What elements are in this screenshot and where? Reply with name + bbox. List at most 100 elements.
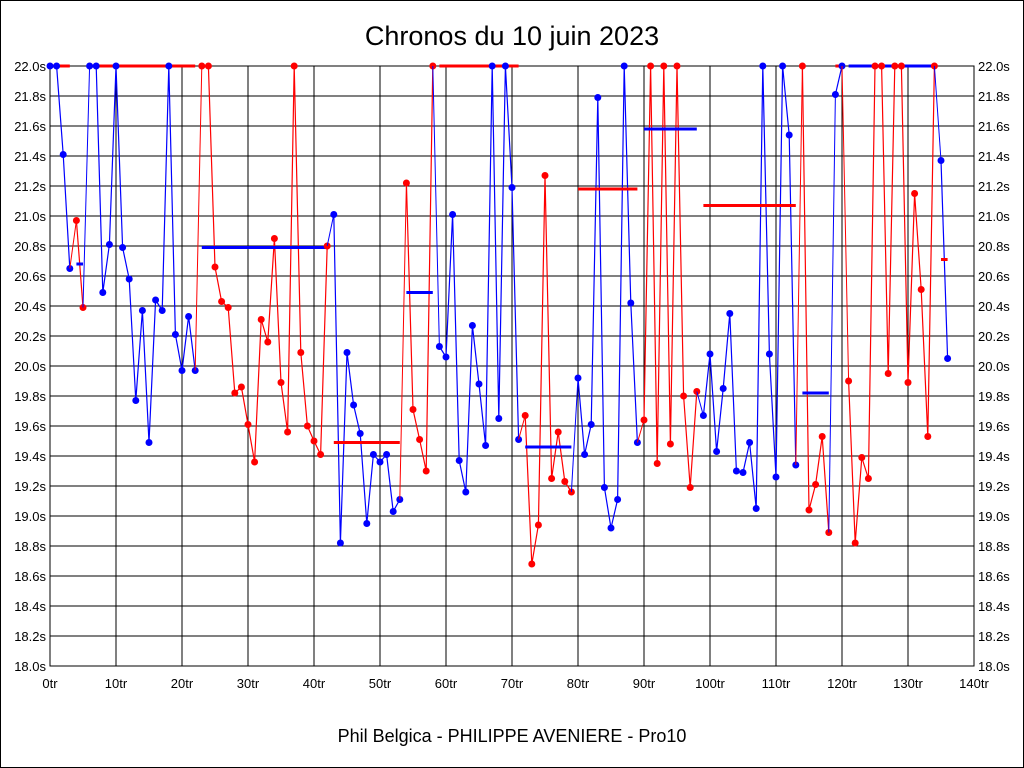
y-tick-label: 21.4s xyxy=(978,149,1010,164)
series-line-blue xyxy=(438,65,520,493)
y-tick-label: 20.2s xyxy=(14,329,46,344)
y-tick-label: 19.2s xyxy=(978,479,1010,494)
data-point xyxy=(317,451,325,458)
data-point xyxy=(878,62,886,70)
data-point xyxy=(297,349,305,356)
data-point xyxy=(165,62,173,70)
series-connector xyxy=(570,377,579,493)
data-point xyxy=(845,377,853,385)
data-point xyxy=(284,428,292,436)
data-point xyxy=(270,235,278,242)
data-point xyxy=(389,508,397,515)
data-point xyxy=(732,467,740,475)
data-point xyxy=(204,62,212,70)
data-point xyxy=(561,478,569,485)
data-point xyxy=(924,433,932,440)
data-point xyxy=(831,91,839,98)
series-line-red xyxy=(801,65,830,533)
y-tick-label: 20.8s xyxy=(14,239,46,254)
data-point xyxy=(53,62,61,70)
x-tick-label: 140tr xyxy=(959,676,989,691)
series-connector xyxy=(933,65,942,161)
y-tick-label: 19.0s xyxy=(978,509,1010,524)
data-point xyxy=(640,416,648,424)
data-point xyxy=(620,62,628,70)
stint-2 xyxy=(82,62,199,446)
data-point xyxy=(105,241,113,248)
data-point xyxy=(468,322,476,329)
y-tick-label: 21.8s xyxy=(14,89,46,104)
data-point xyxy=(508,184,516,191)
data-point xyxy=(673,62,681,70)
y-tick-label: 19.8s xyxy=(14,389,46,404)
data-point xyxy=(785,131,793,139)
data-point xyxy=(739,469,747,476)
data-point xyxy=(653,460,661,467)
data-point xyxy=(548,475,556,482)
x-tick-label: 90tr xyxy=(633,676,656,691)
series-line-red xyxy=(848,65,935,544)
y-tick-label: 21.2s xyxy=(978,179,1010,194)
y-tick-label: 21.8s xyxy=(978,89,1010,104)
series-line-blue xyxy=(89,65,196,443)
data-point xyxy=(666,440,674,448)
data-point xyxy=(435,343,443,350)
y-tick-label: 20.4s xyxy=(14,299,46,314)
data-point xyxy=(290,62,298,70)
data-point xyxy=(330,211,338,218)
data-point xyxy=(686,484,694,491)
stint-7 xyxy=(518,172,575,568)
data-point xyxy=(614,496,622,503)
y-tick-label: 19.2s xyxy=(14,479,46,494)
data-point xyxy=(534,521,542,529)
data-point xyxy=(251,458,259,466)
data-point xyxy=(211,263,219,271)
y-tick-label: 19.4s xyxy=(978,449,1010,464)
series-connector xyxy=(518,415,526,440)
x-axis: 0tr 10tr 20tr 30tr 40tr 50tr 60tr 70tr 80tr 90tr 1… xyxy=(42,676,989,691)
data-point xyxy=(310,437,318,445)
y-tick-label: 18.8s xyxy=(14,539,46,554)
data-point xyxy=(422,467,430,475)
stint-11 xyxy=(795,62,833,536)
data-point xyxy=(231,389,239,397)
data-point xyxy=(218,298,226,305)
series-connector xyxy=(194,65,203,371)
data-point xyxy=(119,244,127,251)
data-point xyxy=(402,179,410,187)
x-tick-label: 70tr xyxy=(501,676,524,691)
data-point xyxy=(627,299,635,307)
data-point xyxy=(521,412,529,419)
data-point xyxy=(99,289,107,296)
x-tick-label: 130tr xyxy=(893,676,923,691)
data-point xyxy=(475,380,483,388)
data-point xyxy=(858,454,866,461)
stint-9 xyxy=(636,62,701,491)
series-connector xyxy=(828,94,836,533)
data-point xyxy=(462,488,470,496)
data-point xyxy=(805,506,813,514)
series-line-red xyxy=(524,175,572,565)
data-point xyxy=(125,275,133,283)
data-point xyxy=(528,560,536,568)
x-tick-label: 10tr xyxy=(105,676,128,691)
data-point xyxy=(482,442,490,449)
data-point xyxy=(138,307,146,314)
chart-title: Chronos du 10 juin 2023 xyxy=(365,21,659,51)
data-point xyxy=(719,385,727,392)
data-point xyxy=(132,397,140,404)
data-point xyxy=(455,457,463,464)
y-tick-label: 19.6s xyxy=(14,419,46,434)
series-connector xyxy=(326,214,335,247)
data-point xyxy=(501,62,509,70)
data-point xyxy=(46,62,54,70)
data-point xyxy=(92,62,100,70)
y-tick-label: 20.0s xyxy=(978,359,1010,374)
data-point xyxy=(369,451,377,458)
data-point xyxy=(779,62,787,70)
data-point xyxy=(442,353,450,361)
y-tick-label: 20.6s xyxy=(978,269,1010,284)
data-point xyxy=(409,406,417,413)
y-axis-left: 18.0s 18.2s 18.4s 18.6s 18.8s 19.0s 19.2s 19.4s… xyxy=(14,59,46,674)
stint-4 xyxy=(326,211,404,547)
